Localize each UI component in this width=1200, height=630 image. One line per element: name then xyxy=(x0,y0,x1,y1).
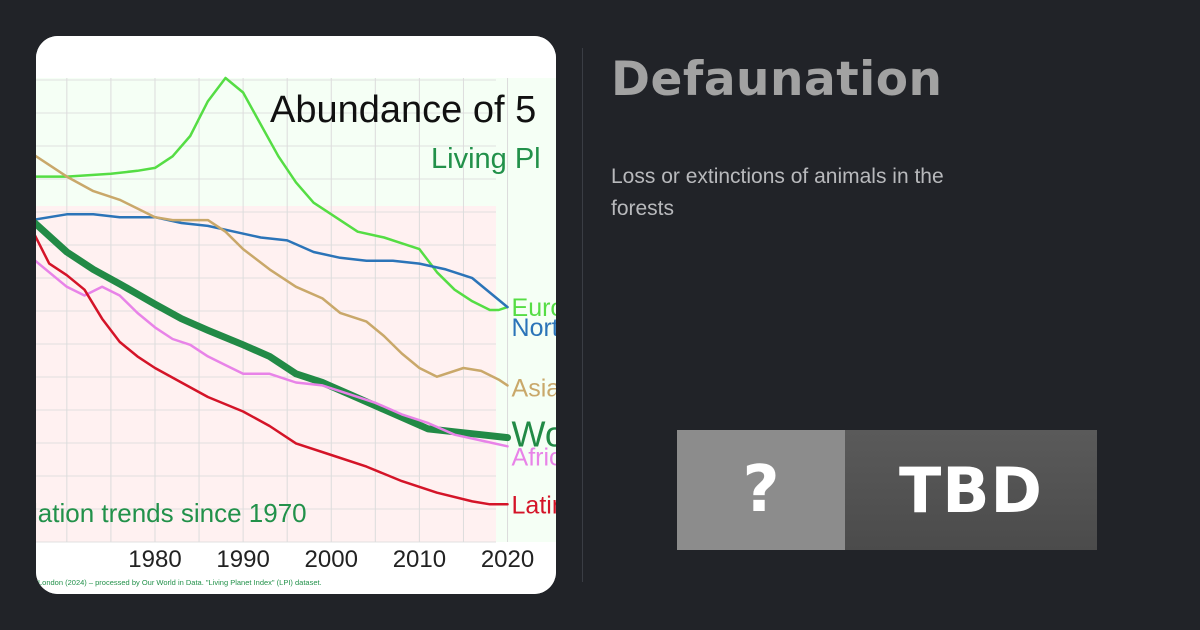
badge-symbol: ? xyxy=(677,430,845,550)
series-lines xyxy=(36,76,511,506)
series-label-nort: Nort xyxy=(512,314,556,342)
grid-lines xyxy=(36,78,509,543)
series-label-euro: Euro xyxy=(512,294,556,322)
x-tick-label: 2000 xyxy=(305,546,358,573)
chart-title: Abundance of 5 xyxy=(270,89,536,131)
series-line-euro xyxy=(36,76,509,312)
chart-annotation: lation trends since 1970 xyxy=(36,498,307,528)
series-label-afric: Afric xyxy=(512,443,556,471)
chart-source: London (2024) – processed by Our World i… xyxy=(38,578,322,587)
page-title: Defaunation xyxy=(611,52,943,107)
series-line-latin xyxy=(36,234,509,506)
series-line-asia xyxy=(36,154,509,387)
series-label-wo: Wo xyxy=(512,414,556,455)
series-label-latin: Latin xyxy=(512,491,556,519)
series-line-wo xyxy=(36,219,511,442)
page-description: Loss or extinctions of animals in the fo… xyxy=(611,165,944,220)
x-tick-label: 1980 xyxy=(128,546,181,573)
x-tick-label: 2020 xyxy=(481,546,534,573)
badge-label: TBD xyxy=(845,430,1097,550)
x-axis-ticks: 1980 1990 2000 2010 2020 xyxy=(128,546,534,573)
series-label-asia: Asia xyxy=(512,374,556,402)
series-line-nort xyxy=(36,213,509,309)
status-badge: ? TBD xyxy=(677,430,1097,550)
vertical-divider xyxy=(582,48,583,582)
x-tick-label: 1990 xyxy=(216,546,269,573)
chart-subtitle: Living Pl xyxy=(431,143,541,175)
x-tick-label: 2010 xyxy=(393,546,446,573)
series-line-afric xyxy=(36,259,509,448)
